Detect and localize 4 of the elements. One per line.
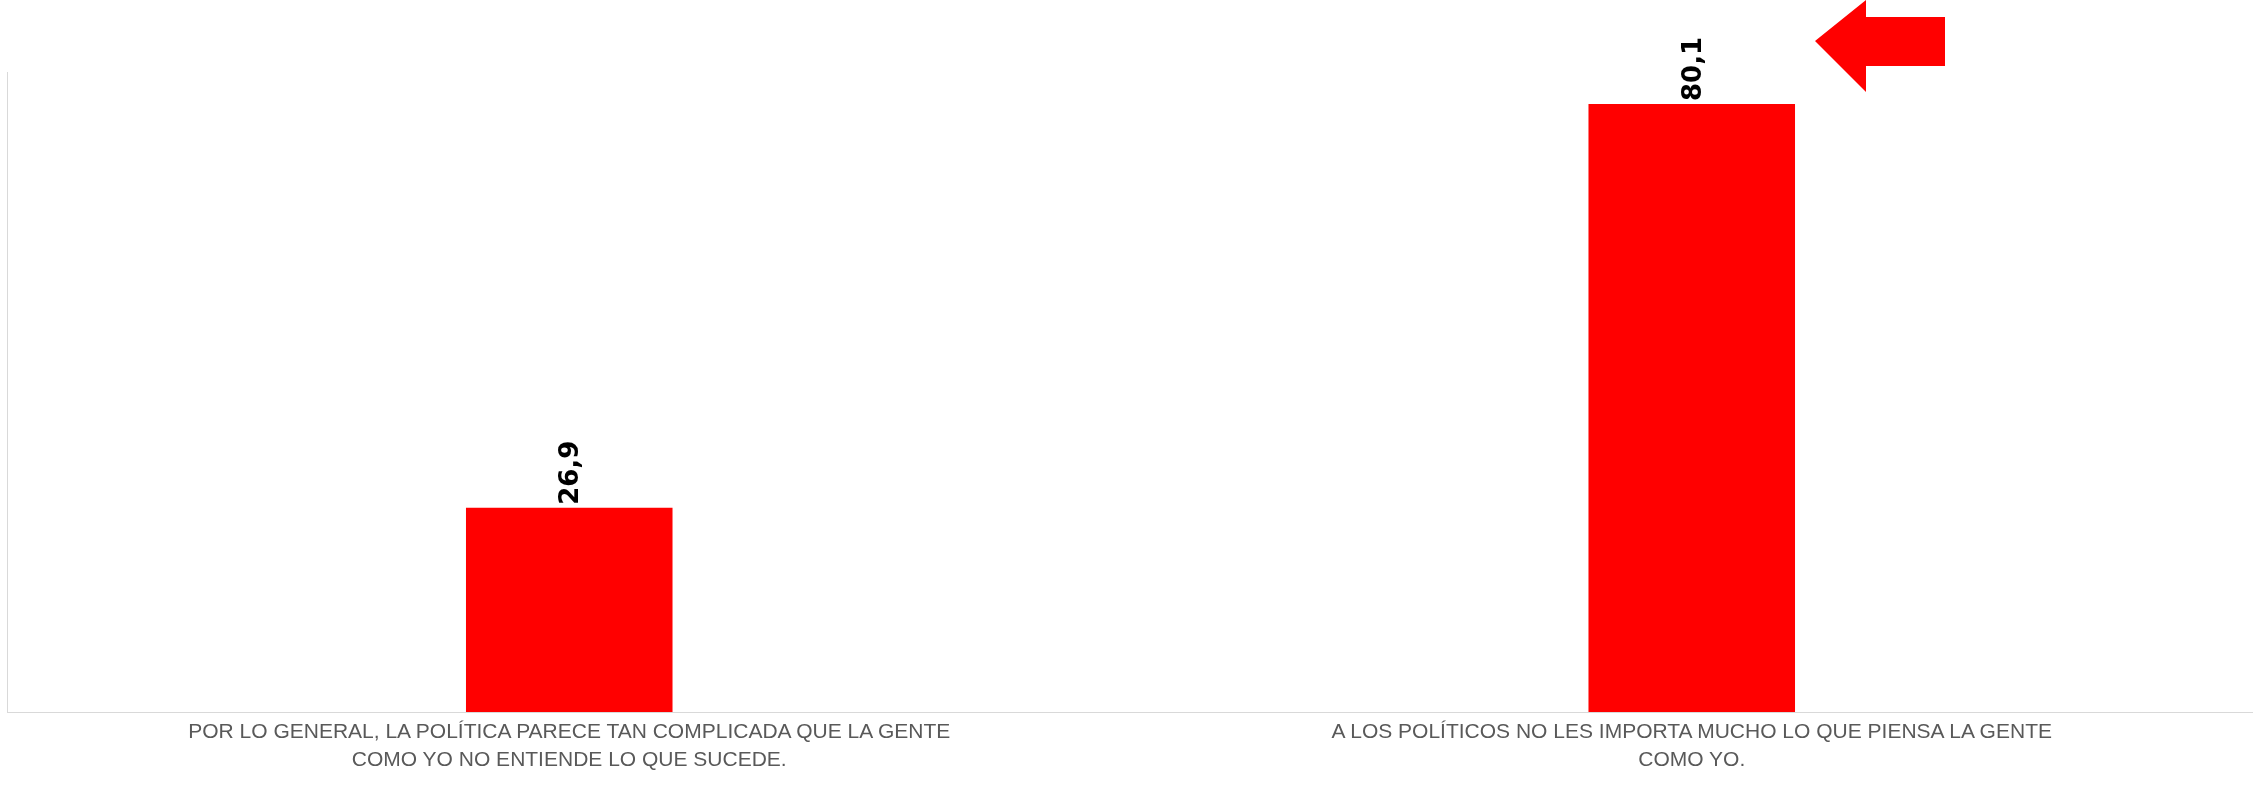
data-label: 26,9 xyxy=(554,440,585,505)
x-tick-label: A LOS POLÍTICOS NO LES IMPORTA MUCHO LO QUE PIENSA LA GENTE COMO YO. xyxy=(1331,719,2052,770)
data-label: 80,1 xyxy=(1676,36,1707,101)
x-tick-label: POR LO GENERAL, LA POLÍTICA PARECE TAN COMPLICADA QUE LA GENTE COMO YO NO ENTIENDE LO QUE SUCEDE. xyxy=(188,719,951,770)
